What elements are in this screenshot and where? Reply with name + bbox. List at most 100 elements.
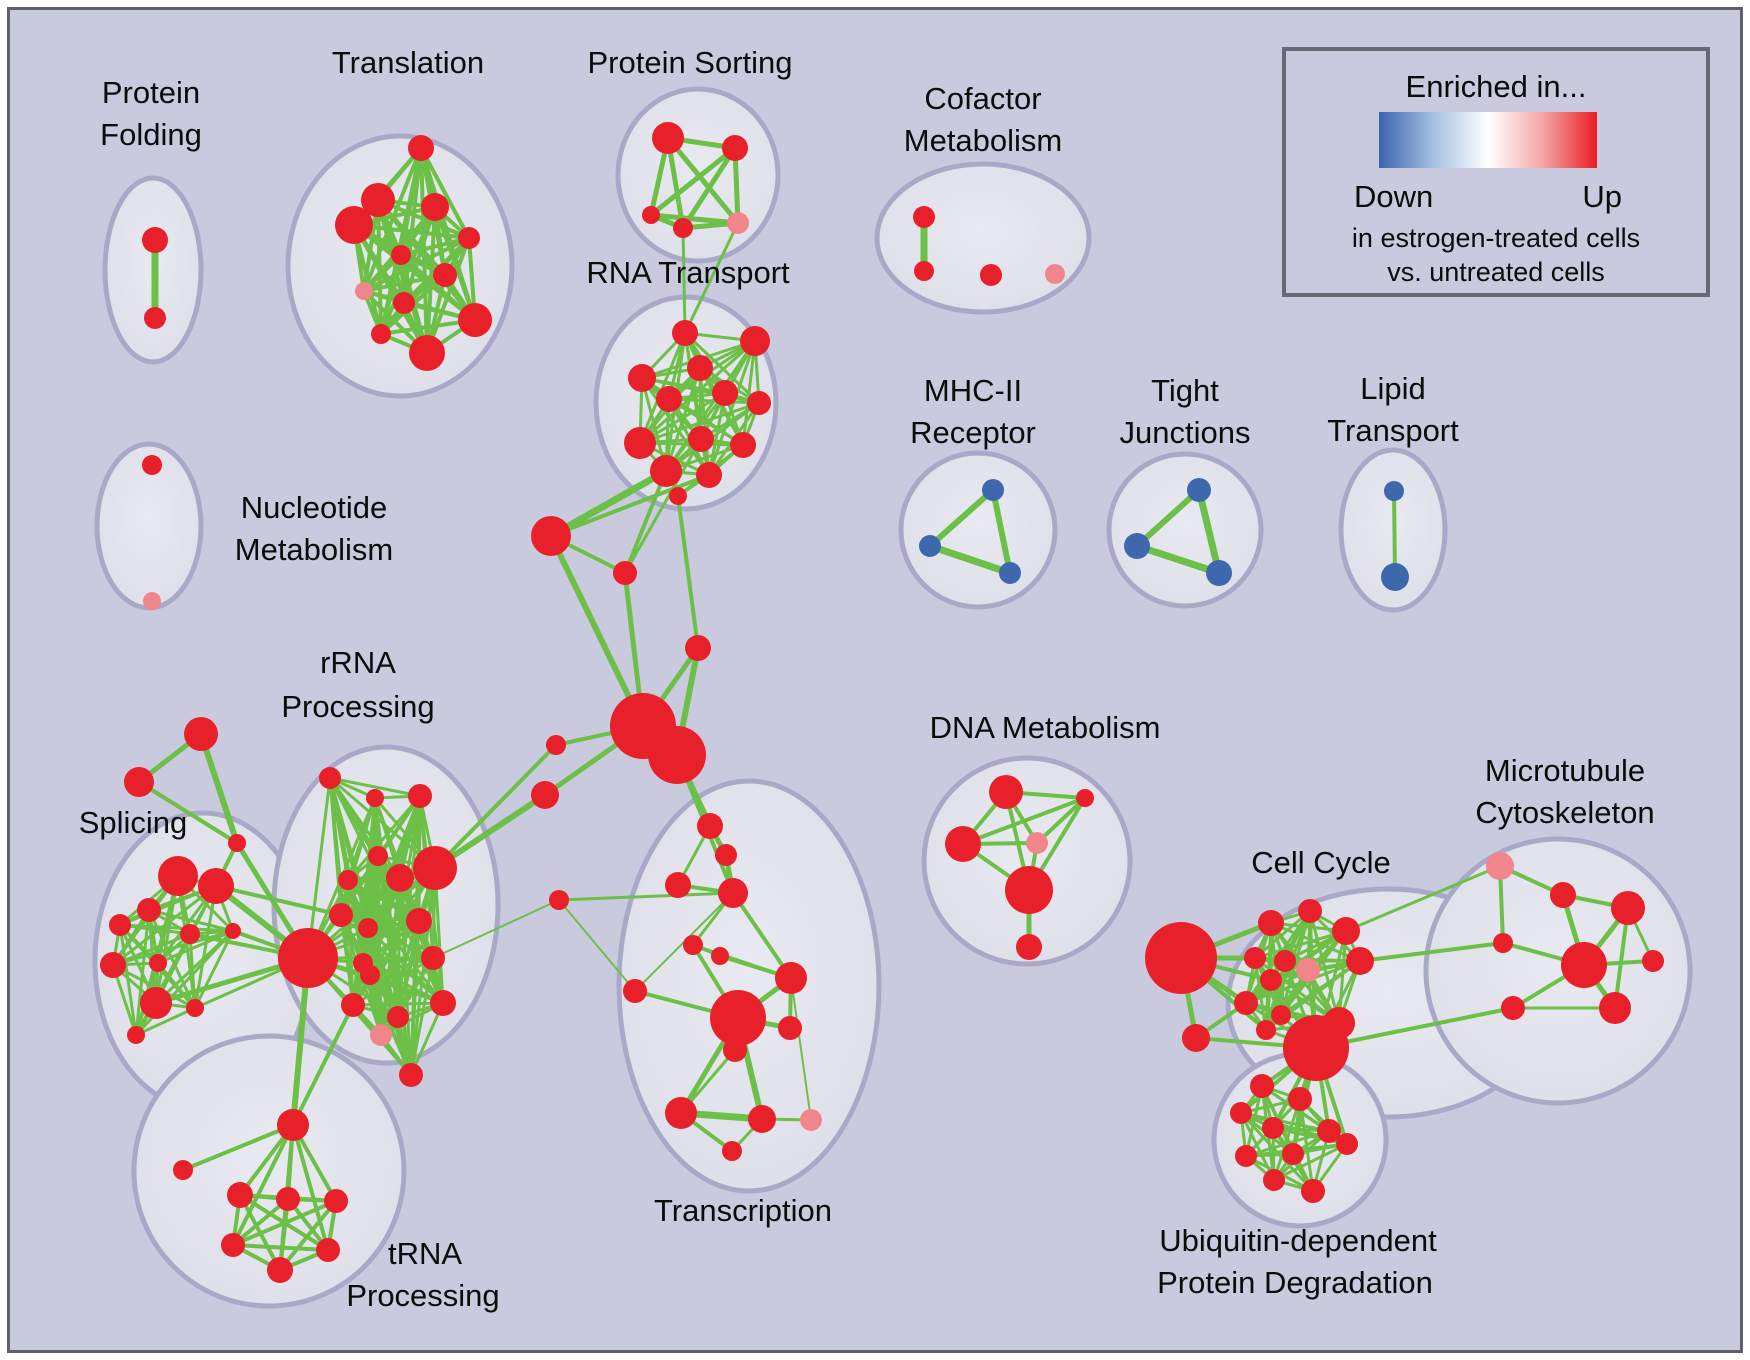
node-sp5 [180, 924, 200, 944]
node-tx2 [276, 1187, 300, 1211]
edge [638, 401, 761, 445]
legend-caption-line2: vs. untreated cells [1387, 257, 1605, 287]
node-rrHUB [278, 928, 338, 988]
node-mt7 [1501, 996, 1525, 1020]
node-ub3 [1230, 1102, 1252, 1124]
edge [683, 331, 761, 405]
node-m1 [531, 516, 571, 556]
node-ccPK [1296, 958, 1320, 982]
node-sp10 [186, 999, 204, 1017]
node-m4 [685, 635, 711, 661]
node-tx3 [324, 1189, 348, 1213]
node-sp2 [198, 868, 234, 904]
edge [231, 1199, 338, 1247]
node-rrO [341, 993, 365, 1017]
node-dn4 [1026, 832, 1048, 854]
edge [291, 1123, 330, 1252]
node-tr16 [722, 1141, 742, 1161]
cluster-label-lipid-transport: Transport [1327, 413, 1459, 448]
edge [231, 1123, 295, 1247]
cluster-label-rrna-processing: rRNA [320, 645, 396, 680]
node-dn1 [989, 775, 1023, 809]
node-ccHUB [1283, 1015, 1349, 1081]
node-hub2 [648, 726, 706, 784]
cluster-label-protein-folding: Folding [100, 117, 202, 152]
node-tr5 [549, 890, 569, 910]
edge [339, 913, 355, 1007]
node-mt4 [1561, 942, 1607, 988]
node-tr14 [748, 1105, 776, 1133]
node-rt7 [747, 391, 771, 415]
cluster-label-mhc-ii-receptor: Receptor [910, 415, 1036, 450]
cluster-blob-mhc-ii-receptor [898, 450, 1058, 610]
node-tr10 [710, 990, 766, 1046]
node-tx4 [221, 1233, 245, 1257]
node-tr8 [775, 962, 807, 994]
edge [396, 919, 421, 1019]
edge [1358, 941, 1505, 963]
node-sp1 [158, 856, 198, 896]
edge [731, 891, 793, 980]
legend: Enriched in... Down Up in estrogen-treat… [1282, 47, 1710, 297]
node-cf1 [913, 206, 935, 228]
node-dn2 [1076, 789, 1094, 807]
cluster-label-mhc-ii-receptor: MHC-II [924, 373, 1022, 408]
legend-title: Enriched in... [1405, 69, 1587, 104]
node-rt11 [650, 455, 682, 487]
cluster-label-trna-processing: Processing [346, 1278, 499, 1313]
edge [134, 1006, 197, 1037]
node-rrD [368, 846, 388, 866]
node-cc3 [1332, 917, 1360, 945]
node-rt9 [688, 426, 714, 452]
edge [419, 146, 471, 240]
node-cc10 [1256, 1020, 1276, 1040]
node-cc4 [1244, 947, 1266, 969]
edge [362, 236, 471, 293]
edge [432, 792, 548, 871]
edge [351, 956, 435, 1007]
edge [339, 796, 377, 917]
node-tr1 [697, 813, 723, 839]
edge [339, 913, 421, 923]
node-nm1 [142, 455, 162, 475]
edge [409, 956, 435, 1077]
network-canvas: Protein Folding Translation Protein Sorting… [79, 45, 1693, 1313]
node-ub10 [1301, 1179, 1325, 1203]
node-ub9 [1263, 1169, 1285, 1191]
node-tx6 [267, 1257, 293, 1283]
node-cf2 [914, 261, 934, 281]
edge [927, 487, 996, 549]
edge [379, 253, 403, 336]
cluster-label-tight-junctions: Tight [1151, 373, 1219, 408]
cluster-label-nucleotide-metabolism: Metabolism [235, 532, 394, 567]
node-tr2 [715, 844, 737, 866]
node-dn5 [1005, 866, 1053, 914]
node-tl5 [458, 227, 480, 249]
edge [137, 780, 239, 845]
node-txH [277, 1109, 309, 1141]
node-tl3 [421, 193, 449, 221]
node-rrG [413, 846, 457, 890]
node-tr9 [623, 979, 647, 1003]
node-tl10 [458, 303, 492, 337]
node-rrJ [406, 908, 432, 934]
edge [1134, 487, 1202, 549]
edge [352, 223, 471, 240]
cluster-label-rrna-processing: Processing [281, 689, 434, 724]
cluster-label-nucleotide-metabolism: Nucleotide [241, 490, 387, 525]
node-tl8 [355, 282, 373, 300]
cluster-blob-cofactor-metabolism [874, 161, 1092, 315]
node-rrF [386, 864, 414, 892]
node-tr12 [723, 1038, 747, 1062]
node-mt1 [1550, 882, 1576, 908]
node-rrC [408, 784, 432, 808]
node-rt4 [687, 355, 713, 381]
edge [111, 884, 218, 967]
edge [362, 273, 447, 293]
cluster-label-ubiquitin-degradation: Ubiquitin-dependent [1159, 1223, 1437, 1258]
edge [181, 1123, 295, 1172]
edge [306, 776, 332, 960]
edge [667, 397, 761, 405]
node-mh1 [982, 479, 1004, 501]
